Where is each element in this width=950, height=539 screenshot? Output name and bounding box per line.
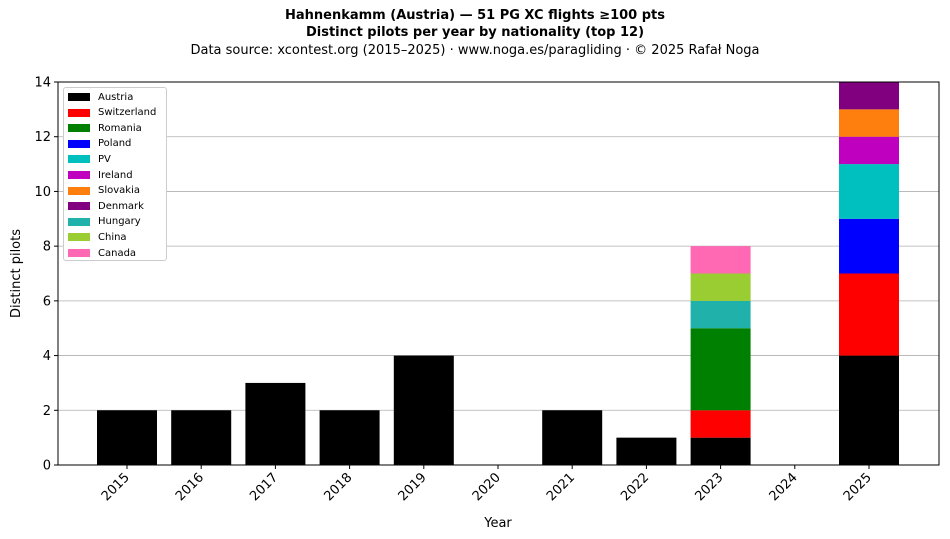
legend-item: Canada <box>68 247 136 259</box>
y-tick-label: 4 <box>43 349 51 364</box>
bar-segment-pv-2025 <box>839 164 899 219</box>
legend-item: Slovakia <box>68 185 140 197</box>
y-tick-label: 10 <box>34 185 51 200</box>
legend-swatch <box>68 233 90 242</box>
legend-label: Denmark <box>98 200 144 212</box>
bar-segment-austria-2018 <box>319 410 380 465</box>
legend-label: Slovakia <box>98 185 140 197</box>
bar-segment-austria-2015 <box>97 410 157 465</box>
legend-item: Romania <box>68 122 142 134</box>
y-tick-label: 8 <box>43 240 51 255</box>
gridlines <box>58 136 939 411</box>
legend-item: Hungary <box>68 216 141 228</box>
legend-swatch <box>68 93 90 101</box>
legend-swatch <box>68 139 90 148</box>
x-axis-label: Year <box>483 516 512 531</box>
legend-label: China <box>98 231 127 243</box>
y-tick-label: 12 <box>34 130 51 145</box>
bar-segment-ireland-2025 <box>839 136 899 165</box>
bar-stacks <box>97 82 899 465</box>
y-tick-label: 14 <box>34 76 51 91</box>
y-tick-label: 0 <box>43 459 51 474</box>
bar-segment-austria-2022 <box>616 437 677 465</box>
legend-swatch <box>68 124 90 133</box>
legend-swatch <box>68 202 90 211</box>
legend-label: Ireland <box>98 169 133 181</box>
legend-swatch <box>68 186 90 195</box>
legend-item: Poland <box>68 138 131 150</box>
bar-segment-denmark-2025 <box>839 82 899 110</box>
bar-segment-austria-2019 <box>393 355 454 465</box>
legend-swatch <box>68 155 90 164</box>
legend-item: Switzerland <box>68 107 156 119</box>
x-tick-label: 2016 <box>173 470 207 504</box>
y-tick-label: 6 <box>43 294 51 309</box>
x-tick-label: 2015 <box>99 470 133 504</box>
chart-subtitle: Distinct pilots per year by nationality … <box>305 25 645 40</box>
legend-label: Canada <box>98 247 137 259</box>
bar-segment-austria-2025 <box>839 355 899 465</box>
legend: Austria Switzerland Romania Poland PV Ireland… <box>63 87 167 261</box>
legend-label: PV <box>98 153 111 165</box>
legend-item: Austria <box>68 91 133 103</box>
legend-item: Denmark <box>68 200 144 212</box>
legend-item: Ireland <box>68 169 133 181</box>
bar-segment-austria-2023 <box>690 437 751 465</box>
plot-frame <box>57 81 940 466</box>
bar-segment-switzerland-2023 <box>690 410 751 438</box>
x-tick-label: 2023 <box>692 470 726 504</box>
x-tick-label: 2020 <box>470 470 504 504</box>
x-tick-label: 2017 <box>247 470 281 504</box>
legend-label: Hungary <box>98 216 141 228</box>
bar-segment-switzerland-2025 <box>839 273 899 356</box>
bar-segment-hungary-2023 <box>690 300 751 329</box>
legend-label: Romania <box>98 122 142 134</box>
bar-segment-china-2023 <box>690 273 751 301</box>
legend-item: PV <box>68 153 111 165</box>
bar-segment-austria-2016 <box>171 410 232 465</box>
bar-segment-poland-2025 <box>839 218 899 274</box>
chart-title: Hahnenkamm (Austria) — 51 PG XC flights … <box>284 8 666 23</box>
legend-item: China <box>68 231 127 243</box>
bar-segment-austria-2021 <box>542 410 603 465</box>
legend-swatch <box>68 171 90 179</box>
y-axis: 0 2 4 6 8 10 12 14 <box>34 76 58 474</box>
legend-swatch <box>68 249 90 257</box>
x-tick-label: 2024 <box>767 470 801 504</box>
data-source-note: Data source: xcontest.org (2015–2025) · … <box>190 43 760 58</box>
x-tick-label: 2025 <box>841 470 875 504</box>
x-axis: 2015 2016 2017 2018 2019 2020 2021 2022 2023 2024… <box>99 465 875 504</box>
x-tick-label: 2019 <box>396 470 430 504</box>
legend-label: Austria <box>98 91 134 103</box>
legend-swatch <box>68 108 90 117</box>
x-tick-label: 2018 <box>321 470 355 504</box>
x-tick-label: 2021 <box>544 470 578 504</box>
bar-segment-austria-2017 <box>245 382 306 465</box>
legend-label: Poland <box>98 138 132 150</box>
y-tick-label: 2 <box>43 404 51 419</box>
x-tick-label: 2022 <box>618 470 652 504</box>
bar-segment-slovakia-2025 <box>839 109 899 137</box>
legend-label: Switzerland <box>98 107 157 119</box>
bar-segment-canada-2023 <box>690 246 751 274</box>
legend-swatch <box>68 217 90 226</box>
bar-segment-romania-2023 <box>690 328 751 411</box>
y-axis-label: Distinct pilots <box>9 229 24 318</box>
